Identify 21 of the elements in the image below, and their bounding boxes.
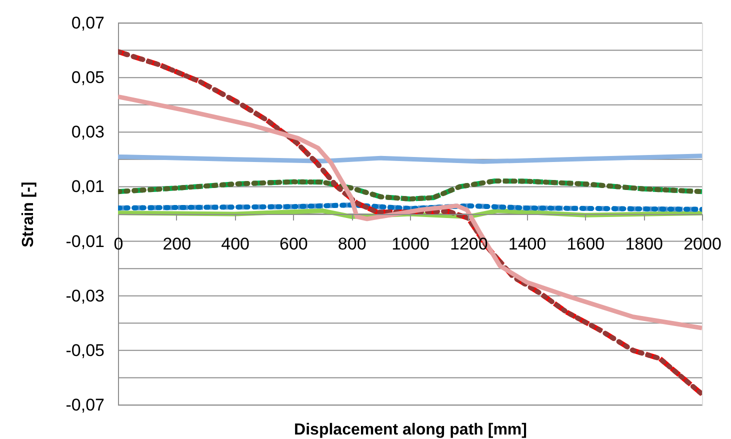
x-tick-label: 400 xyxy=(221,234,250,254)
y-tick-label: -0,03 xyxy=(66,286,104,306)
x-tick-label: 1800 xyxy=(625,234,664,254)
x-tick-label: 200 xyxy=(162,234,192,254)
x-tick-label: 1600 xyxy=(566,234,605,254)
x-tick-label: 0 xyxy=(114,234,124,254)
y-tick-label: 0,01 xyxy=(71,177,104,196)
y-tick-label: -0,01 xyxy=(66,232,104,251)
y-tick-label: 0,05 xyxy=(71,68,104,88)
y-axis-title: Strain [-] xyxy=(20,182,37,248)
x-tick-label: 2000 xyxy=(684,234,722,254)
x-tick-label: 1000 xyxy=(392,234,430,254)
y-tick-label: -0,07 xyxy=(66,396,104,414)
x-axis-title: Displacement along path [mm] xyxy=(294,422,527,438)
x-tick-label: 800 xyxy=(338,234,366,254)
line-series xyxy=(118,208,702,219)
x-tick-label: 600 xyxy=(280,234,308,254)
x-tick-label: 1400 xyxy=(508,234,546,254)
y-tick-label: -0,05 xyxy=(66,340,104,360)
y-tick-label: 0,03 xyxy=(71,122,104,142)
y-tick-label: 0,07 xyxy=(71,14,104,32)
